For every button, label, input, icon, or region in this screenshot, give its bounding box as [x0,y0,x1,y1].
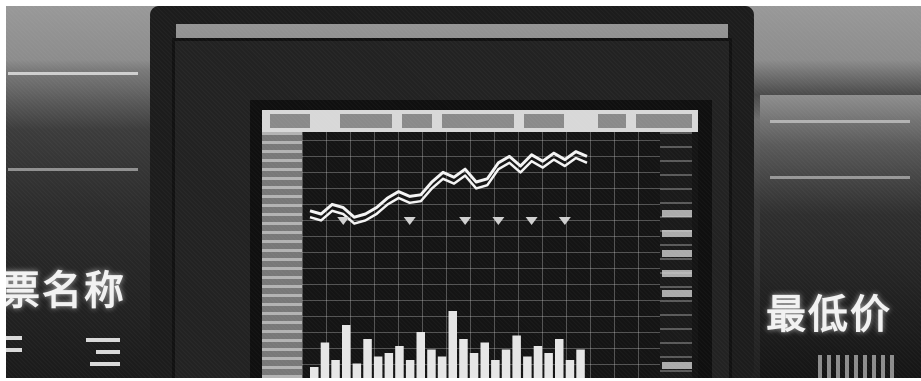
header-chip [524,114,564,128]
left-sign-lower-glyphs [0,330,150,381]
header-chip [598,114,626,128]
header-chip [442,114,514,128]
left-sign-text: 票名称 [0,268,126,314]
volume-bar [533,346,543,381]
ceiling-light-right [770,120,910,123]
photo-border-left [0,0,6,381]
axis-label-block [662,230,692,237]
mount-bracket-top [150,6,754,24]
price-line-1 [309,150,588,219]
trend-marker [403,217,416,225]
volume-bar [576,349,585,381]
price-line-2 [309,156,588,225]
right-sign-text: 最低价 [766,292,892,338]
volume-bar [469,353,479,381]
volume-bar [544,353,553,381]
volume-bar [555,339,564,381]
volume-bar [523,356,532,381]
volume-bar [512,335,521,381]
left-price-axis [262,132,302,381]
volume-bar [565,360,575,381]
header-chip [636,114,692,128]
volume-bar [501,349,511,381]
trend-marker [337,217,350,225]
axis-label-block [662,270,692,277]
volume-bar [405,360,415,381]
header-chip [270,114,310,128]
photo-border-top [0,0,921,6]
monitor-screen [262,110,698,381]
volume-bar [331,360,340,381]
volume-bar [320,342,330,381]
volume-bar [373,356,383,381]
trend-marker [459,217,472,225]
price-digits-blurred [818,355,898,381]
volume-bar [480,342,489,381]
photo-border-bottom [0,378,921,381]
volume-bar [437,356,447,381]
chart-grid [302,132,660,381]
volume-bar [427,349,436,381]
axis-label-block [662,362,692,369]
header-chip [340,114,392,128]
volume-bar [448,311,457,381]
volume-bar [384,353,394,381]
right-percent-axis [660,132,692,381]
price-chart [309,150,588,381]
volume-bar [416,332,425,381]
left-wall-panel [0,70,150,381]
right-wall-panel [760,95,921,381]
ceiling-light-left [8,72,138,75]
volume-bar [459,339,468,381]
trend-marker [525,217,538,225]
ceiling-light-right-2 [770,176,910,179]
volume-bar [395,346,404,381]
volume-bar [352,363,362,381]
volume-bar [342,325,351,381]
axis-label-block [662,290,692,297]
ceiling-light-left-2 [8,168,138,171]
screen-header-bar [262,110,698,132]
volume-bar [491,360,500,381]
trend-marker [558,217,571,225]
mount-bracket-left [150,6,176,381]
volume-bar [310,367,319,381]
volume-bar [363,339,372,381]
header-chip [402,114,432,128]
axis-label-block [662,210,692,217]
trend-marker [492,217,505,225]
mount-bracket-right [728,6,754,381]
axis-label-block [662,250,692,257]
